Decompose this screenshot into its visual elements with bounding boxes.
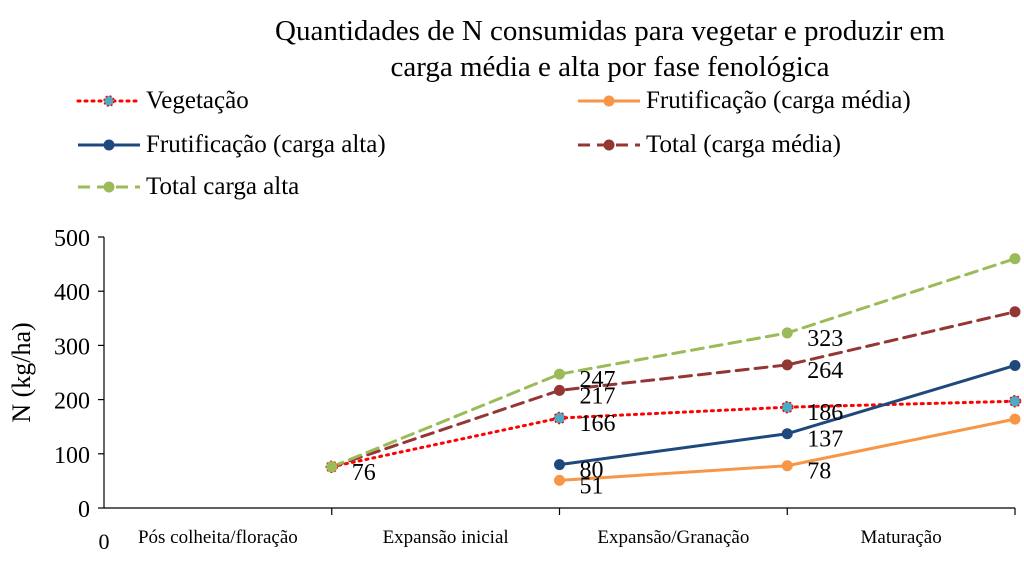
x-category-label: Maturação bbox=[861, 527, 942, 548]
y-tick-label: 100 bbox=[54, 443, 90, 469]
data-label: 186 bbox=[807, 400, 843, 426]
data-point bbox=[1009, 306, 1021, 318]
x-category-label: Pós colheita/floração bbox=[138, 527, 298, 548]
data-point bbox=[554, 459, 565, 471]
data-label: 166 bbox=[580, 411, 616, 437]
legend-swatches bbox=[76, 95, 640, 193]
series-line-3 bbox=[330, 310, 1017, 469]
legend-label-frutificacao-alta: Frutificação (carga alta) bbox=[146, 131, 386, 158]
data-label: 80 bbox=[580, 458, 604, 484]
y-tick-label: 0 bbox=[78, 497, 90, 523]
legend-swatch-total-alta bbox=[78, 181, 140, 193]
y-tick-label: 500 bbox=[54, 226, 90, 252]
data-point bbox=[1009, 359, 1021, 371]
data-point bbox=[554, 384, 565, 396]
y-tick-label: 300 bbox=[54, 334, 90, 360]
data-label: 137 bbox=[807, 427, 843, 453]
series-line-4 bbox=[330, 257, 1017, 469]
legend-label-total-media: Total (carga média) bbox=[646, 131, 841, 158]
data-label: 76 bbox=[352, 460, 376, 486]
legend-swatch-vegetacao bbox=[76, 95, 142, 107]
data-point bbox=[1008, 394, 1022, 408]
legend-label-frutificacao-media: Frutificação (carga média) bbox=[646, 87, 911, 114]
y-tick-label: 400 bbox=[54, 280, 90, 306]
y-tick-label: 200 bbox=[54, 389, 90, 415]
data-label: 78 bbox=[807, 459, 831, 485]
data-point bbox=[781, 359, 793, 371]
data-point bbox=[1009, 413, 1021, 425]
legend-label-total-alta: Total carga alta bbox=[146, 173, 300, 200]
x-category-label: Expansão inicial bbox=[383, 527, 509, 548]
y-axis-title: N (kg/ha) bbox=[7, 322, 36, 422]
legend-label-vegetacao: Vegetação bbox=[146, 87, 249, 114]
data-label: 264 bbox=[807, 358, 843, 384]
series-line-0 bbox=[330, 399, 1017, 469]
data-label: 217 bbox=[580, 383, 616, 409]
data-point bbox=[781, 327, 793, 339]
data-point bbox=[326, 461, 338, 473]
legend-swatch-frutificacao-media bbox=[578, 95, 640, 107]
data-point bbox=[554, 368, 565, 380]
x-category-label: Expansão/Granação bbox=[597, 527, 749, 548]
legend-swatch-total-media bbox=[578, 139, 640, 151]
data-point bbox=[781, 460, 793, 472]
chart-title-line-2: carga média e alta por fase fenológica bbox=[390, 51, 830, 83]
data-point bbox=[781, 428, 793, 440]
legend-swatch-frutificacao-alta bbox=[78, 139, 140, 151]
data-point bbox=[1009, 253, 1021, 265]
data-point bbox=[781, 400, 794, 414]
data-point bbox=[553, 411, 566, 425]
x-origin-label: 0 bbox=[99, 529, 110, 554]
data-label: 323 bbox=[807, 326, 843, 352]
chart-title-line-1: Quantidades de N consumidas para vegetar… bbox=[275, 15, 945, 47]
data-point bbox=[554, 474, 565, 486]
data-label: 247 bbox=[580, 367, 616, 393]
data-label: 51 bbox=[580, 473, 604, 499]
